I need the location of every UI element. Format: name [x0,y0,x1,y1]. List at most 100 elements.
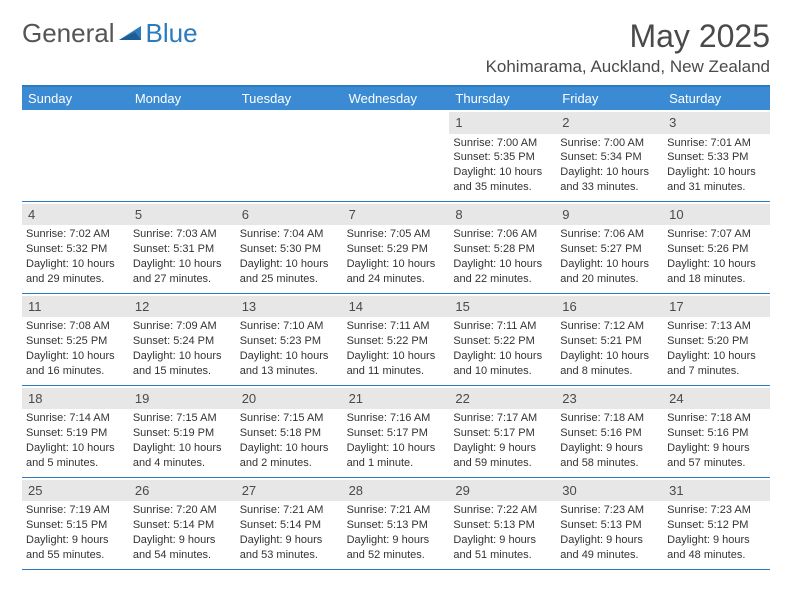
sunset-line: Sunset: 5:22 PM [453,334,552,349]
daylight-line-2: and 48 minutes. [667,548,766,563]
sunset-line: Sunset: 5:28 PM [453,242,552,257]
sunset-line: Sunset: 5:31 PM [133,242,232,257]
sunrise-line: Sunrise: 7:08 AM [26,319,125,334]
daylight-line-1: Daylight: 10 hours [133,349,232,364]
daylight-line-2: and 29 minutes. [26,272,125,287]
daylight-line-1: Daylight: 9 hours [667,533,766,548]
day-cell: 21Sunrise: 7:16 AMSunset: 5:17 PMDayligh… [343,386,450,477]
day-number: 26 [129,480,236,502]
day-number: 25 [22,480,129,502]
daylight-line-2: and 24 minutes. [347,272,446,287]
sunrise-line: Sunrise: 7:21 AM [240,503,339,518]
weekday-header: Saturday [663,87,770,110]
day-cell: 23Sunrise: 7:18 AMSunset: 5:16 PMDayligh… [556,386,663,477]
daylight-line-2: and 5 minutes. [26,456,125,471]
day-number: 1 [449,112,556,134]
weekday-header: Wednesday [343,87,450,110]
daylight-line-1: Daylight: 9 hours [453,533,552,548]
day-cell: 22Sunrise: 7:17 AMSunset: 5:17 PMDayligh… [449,386,556,477]
daylight-line-1: Daylight: 10 hours [26,441,125,456]
day-number: 15 [449,296,556,318]
daylight-line-2: and 52 minutes. [347,548,446,563]
daylight-line-2: and 8 minutes. [560,364,659,379]
daylight-line-1: Daylight: 9 hours [26,533,125,548]
day-cell: 4Sunrise: 7:02 AMSunset: 5:32 PMDaylight… [22,202,129,293]
sunrise-line: Sunrise: 7:15 AM [133,411,232,426]
sunset-line: Sunset: 5:17 PM [347,426,446,441]
sunrise-line: Sunrise: 7:00 AM [453,136,552,151]
day-number: 20 [236,388,343,410]
daylight-line-1: Daylight: 9 hours [347,533,446,548]
sunrise-line: Sunrise: 7:06 AM [453,227,552,242]
day-number: 9 [556,204,663,226]
daylight-line-1: Daylight: 10 hours [347,349,446,364]
daylight-line-1: Daylight: 10 hours [240,257,339,272]
daylight-line-1: Daylight: 10 hours [133,441,232,456]
weekday-header: Monday [129,87,236,110]
daylight-line-2: and 2 minutes. [240,456,339,471]
day-cell: 11Sunrise: 7:08 AMSunset: 5:25 PMDayligh… [22,294,129,385]
sunset-line: Sunset: 5:27 PM [560,242,659,257]
sunrise-line: Sunrise: 7:03 AM [133,227,232,242]
sunrise-line: Sunrise: 7:10 AM [240,319,339,334]
day-cell: 26Sunrise: 7:20 AMSunset: 5:14 PMDayligh… [129,478,236,569]
day-cell: 29Sunrise: 7:22 AMSunset: 5:13 PMDayligh… [449,478,556,569]
daylight-line-1: Daylight: 9 hours [133,533,232,548]
daylight-line-2: and 4 minutes. [133,456,232,471]
sunset-line: Sunset: 5:35 PM [453,150,552,165]
daylight-line-2: and 7 minutes. [667,364,766,379]
daylight-line-2: and 25 minutes. [240,272,339,287]
sunset-line: Sunset: 5:20 PM [667,334,766,349]
sunset-line: Sunset: 5:17 PM [453,426,552,441]
brand-part1: General [22,18,115,49]
sunset-line: Sunset: 5:12 PM [667,518,766,533]
day-number: 11 [22,296,129,318]
day-cell: 7Sunrise: 7:05 AMSunset: 5:29 PMDaylight… [343,202,450,293]
calendar: SundayMondayTuesdayWednesdayThursdayFrid… [22,85,770,570]
sunset-line: Sunset: 5:34 PM [560,150,659,165]
daylight-line-1: Daylight: 10 hours [26,349,125,364]
day-number: 29 [449,480,556,502]
sunrise-line: Sunrise: 7:11 AM [453,319,552,334]
day-cell: 2Sunrise: 7:00 AMSunset: 5:34 PMDaylight… [556,110,663,201]
daylight-line-2: and 20 minutes. [560,272,659,287]
sunrise-line: Sunrise: 7:16 AM [347,411,446,426]
sunrise-line: Sunrise: 7:00 AM [560,136,659,151]
daylight-line-2: and 13 minutes. [240,364,339,379]
daylight-line-2: and 58 minutes. [560,456,659,471]
header: General Blue May 2025 Kohimarama, Auckla… [22,18,770,77]
sunset-line: Sunset: 5:19 PM [133,426,232,441]
day-cell: 20Sunrise: 7:15 AMSunset: 5:18 PMDayligh… [236,386,343,477]
day-cell: 28Sunrise: 7:21 AMSunset: 5:13 PMDayligh… [343,478,450,569]
daylight-line-1: Daylight: 10 hours [347,441,446,456]
day-cell: 15Sunrise: 7:11 AMSunset: 5:22 PMDayligh… [449,294,556,385]
day-number: 27 [236,480,343,502]
day-cell: 17Sunrise: 7:13 AMSunset: 5:20 PMDayligh… [663,294,770,385]
sunset-line: Sunset: 5:13 PM [347,518,446,533]
daylight-line-2: and 27 minutes. [133,272,232,287]
day-cell: 5Sunrise: 7:03 AMSunset: 5:31 PMDaylight… [129,202,236,293]
daylight-line-1: Daylight: 10 hours [453,349,552,364]
sunset-line: Sunset: 5:19 PM [26,426,125,441]
calendar-body: 1Sunrise: 7:00 AMSunset: 5:35 PMDaylight… [22,110,770,570]
day-cell: 8Sunrise: 7:06 AMSunset: 5:28 PMDaylight… [449,202,556,293]
sunset-line: Sunset: 5:14 PM [240,518,339,533]
daylight-line-2: and 16 minutes. [26,364,125,379]
day-number: 6 [236,204,343,226]
daylight-line-2: and 57 minutes. [667,456,766,471]
sunrise-line: Sunrise: 7:18 AM [667,411,766,426]
sunrise-line: Sunrise: 7:09 AM [133,319,232,334]
daylight-line-2: and 1 minute. [347,456,446,471]
daylight-line-1: Daylight: 10 hours [26,257,125,272]
sunrise-line: Sunrise: 7:12 AM [560,319,659,334]
sunset-line: Sunset: 5:18 PM [240,426,339,441]
day-cell [236,110,343,201]
day-cell: 13Sunrise: 7:10 AMSunset: 5:23 PMDayligh… [236,294,343,385]
title-block: May 2025 Kohimarama, Auckland, New Zeala… [486,18,770,77]
daylight-line-1: Daylight: 10 hours [560,349,659,364]
day-cell: 1Sunrise: 7:00 AMSunset: 5:35 PMDaylight… [449,110,556,201]
weekday-header: Sunday [22,87,129,110]
day-cell: 30Sunrise: 7:23 AMSunset: 5:13 PMDayligh… [556,478,663,569]
sunset-line: Sunset: 5:25 PM [26,334,125,349]
daylight-line-2: and 10 minutes. [453,364,552,379]
